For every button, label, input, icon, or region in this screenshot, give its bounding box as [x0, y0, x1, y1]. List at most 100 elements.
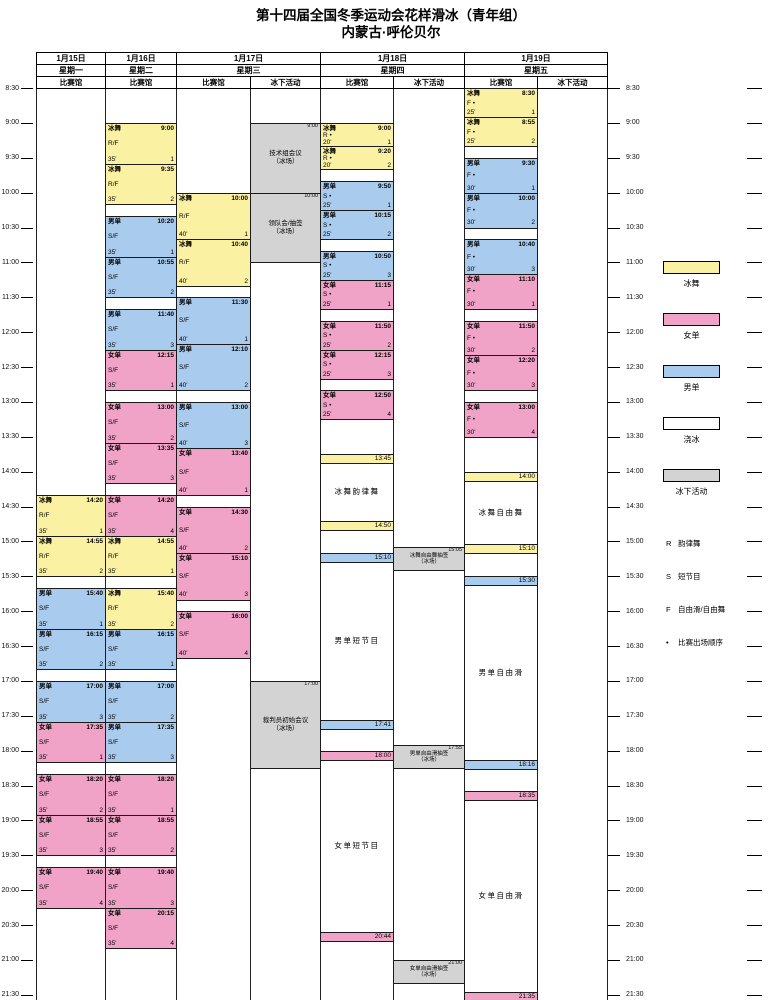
time-tick-left: [21, 262, 33, 264]
practice-block: 冰舞 9:35 R/F 35' 2: [105, 163, 177, 206]
event-block: 15:30 男单自由滑 18:16: [464, 576, 538, 771]
practice-header: 冰舞 15:40: [108, 590, 174, 597]
practice-segment: S/F: [39, 791, 50, 799]
event-end-time: 15:10: [465, 544, 537, 553]
practice-group-number: 1: [99, 527, 103, 535]
meeting-start-time: 9:00: [307, 122, 318, 129]
practice-group-number: 2: [170, 847, 174, 855]
practice-header: 女单 13:35: [108, 445, 174, 452]
time-label-right: 19:00: [626, 816, 644, 824]
time-label-right: 19:30: [626, 851, 644, 859]
practice-segment: S/F: [108, 273, 119, 281]
time-tick-right: [608, 436, 620, 438]
practice-duration: 35': [39, 527, 48, 535]
practice-footer: 35' 2: [39, 568, 103, 575]
practice-duration: 35': [39, 806, 48, 814]
practice-segment: S/F: [108, 459, 119, 467]
event-block: 18:00 女单短节目 20:44: [320, 750, 394, 943]
practice-duration: 30': [467, 428, 476, 436]
time-label-right: 12:30: [626, 363, 644, 371]
practice-start-time: 13:40: [231, 450, 248, 458]
legend-swatch: [663, 365, 720, 378]
practice-group-number: 1: [244, 486, 248, 494]
practice-header: 冰舞 10:00: [179, 195, 248, 202]
practice-start-time: 8:30: [521, 90, 535, 97]
practice-duration: 35': [39, 847, 48, 855]
meeting-name: 裁判员初始会议 （冰场）: [263, 717, 309, 733]
time-tick-edge: [747, 925, 762, 926]
practice-header: 女单 13:00: [108, 404, 174, 411]
time-tick-right: [608, 262, 620, 264]
event-block: 18:35 女单自由滑 21:35: [464, 791, 538, 1000]
practice-group-number: 1: [170, 382, 174, 390]
practice-group-number: 2: [531, 219, 535, 227]
practice-block: 女单 18:20 S/F 35' 2: [36, 773, 106, 816]
legend-abbreviation-text: 自由滑/自由舞: [678, 605, 726, 614]
grid-line: [607, 52, 608, 1000]
time-label-right: 14:00: [626, 468, 644, 476]
legend-swatch: [663, 469, 720, 482]
event-end-time: 14:50: [321, 520, 393, 530]
legend-swatch-label: 冰下活动: [675, 487, 708, 496]
practice-footer: 25' 1: [467, 109, 535, 116]
practice-header: 男单 10:00: [467, 195, 535, 202]
time-tick-edge: [747, 401, 762, 403]
practice-header: 女单 19:40: [39, 869, 103, 876]
practice-segment: F •: [467, 99, 476, 107]
practice-header: 男单 9:50: [323, 183, 391, 190]
practice-footer: 40' 1: [179, 336, 248, 343]
practice-segment: F •: [467, 369, 476, 377]
practice-discipline: 女单: [108, 909, 121, 917]
practice-segment: F •: [467, 172, 476, 180]
practice-duration: 40': [179, 277, 188, 285]
practice-duration: 35': [108, 847, 117, 855]
time-label-left: 12:30: [1, 363, 19, 371]
practice-discipline: 女单: [323, 392, 336, 400]
time-tick-right: [608, 192, 620, 194]
time-label-left: 11:00: [2, 258, 19, 266]
time-label-left: 10:00: [1, 189, 19, 197]
time-label-right: 15:00: [626, 537, 644, 545]
time-label-left: 10:30: [1, 224, 19, 231]
time-label-right: 10:30: [626, 224, 644, 231]
practice-footer: 40' 2: [179, 278, 248, 285]
practice-header: 女单 12:50: [323, 392, 391, 399]
practice-discipline: 女单: [108, 351, 121, 359]
practice-start-time: 9:35: [160, 165, 174, 173]
practice-segment: S/F: [179, 422, 190, 430]
practice-block: 女单 12:50 S • 25' 4: [320, 390, 394, 421]
practice-group-number: 4: [531, 428, 535, 436]
meeting-block: 17:55 男单自由滑抽签 （冰场）: [393, 744, 465, 770]
practice-block: 女单 12:15 S/F 35' 1: [105, 349, 177, 392]
practice-discipline: 女单: [323, 351, 336, 359]
practice-discipline: 女单: [179, 555, 192, 562]
practice-group-number: 1: [170, 248, 174, 256]
time-tick-left: [21, 227, 33, 229]
practice-header: 冰舞 14:55: [39, 538, 103, 545]
practice-group-number: 1: [170, 568, 174, 576]
practice-duration: 40': [179, 649, 188, 657]
practice-header: 男单 10:15: [323, 212, 391, 219]
practice-group-number: 2: [531, 347, 535, 355]
time-tick-right: [608, 890, 620, 892]
legend-swatch-label: 浇冰: [683, 435, 700, 444]
time-tick-edge: [747, 785, 762, 787]
practice-segment: S/F: [39, 698, 50, 706]
practice-discipline: 男单: [323, 212, 336, 220]
practice-group-number: 2: [244, 277, 248, 285]
practice-header: 女单 12:20: [467, 357, 535, 364]
practice-footer: 35' 1: [108, 156, 174, 163]
practice-block: 女单 13:00 F • 30' 4: [464, 401, 538, 438]
time-label-right: 17:30: [626, 712, 644, 720]
practice-footer: 35' 1: [108, 807, 174, 814]
grid-line: [393, 76, 394, 1000]
practice-footer: 35' 1: [108, 382, 174, 389]
practice-group-number: 2: [387, 341, 391, 349]
meeting-venue: （冰场）: [417, 972, 440, 978]
practice-group-number: 4: [244, 649, 248, 657]
practice-group-number: 2: [170, 713, 174, 721]
time-tick-edge: [747, 715, 762, 717]
practice-discipline: 男单: [467, 194, 480, 202]
practice-header: 女单 11:50: [323, 323, 391, 330]
time-tick-edge: [747, 192, 762, 194]
